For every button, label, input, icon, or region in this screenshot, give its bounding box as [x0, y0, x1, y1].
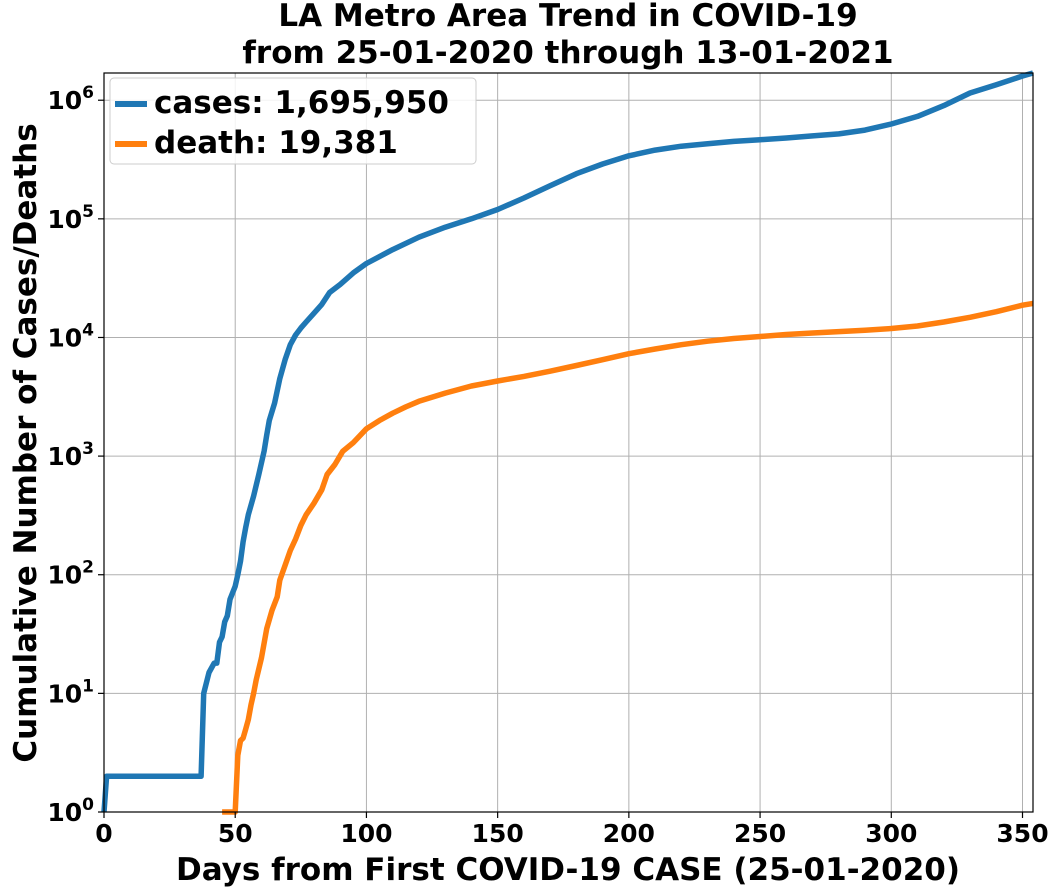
series-line-deaths [222, 300, 1034, 815]
plot-series [101, 70, 1034, 815]
legend: cases: 1,695,950 death: 19,381 [109, 77, 477, 165]
y-tick-label: 101 [47, 676, 94, 708]
y-axis-label: Cumulative Number of Cases/Deaths [8, 123, 44, 762]
x-tick-label: 150 [472, 819, 524, 848]
legend-box [109, 77, 477, 165]
y-tick-label: 106 [47, 83, 94, 115]
x-tick-label: 350 [996, 819, 1048, 848]
chart-title-line-2: from 25-01-2020 through 13-01-2021 [242, 35, 893, 71]
plot-frame [103, 72, 1034, 813]
series-line-cases [101, 70, 1034, 813]
y-tick-label: 100 [47, 795, 94, 827]
x-tick-label: 100 [340, 819, 392, 848]
legend-label: death: 19,381 [154, 125, 398, 161]
x-tick-label: 50 [218, 819, 253, 848]
x-tick-label: 250 [734, 819, 786, 848]
x-axis-label: Days from First COVID-19 CASE (25-01-202… [176, 852, 960, 887]
x-tick-label: 0 [95, 819, 112, 848]
y-tick-label: 102 [47, 558, 94, 590]
chart-title-line-1: LA Metro Area Trend in COVID-19 [278, 0, 857, 34]
legend-label: cases: 1,695,950 [154, 85, 449, 121]
x-tick-label: 300 [865, 819, 917, 848]
x-tick-label: 200 [603, 819, 655, 848]
